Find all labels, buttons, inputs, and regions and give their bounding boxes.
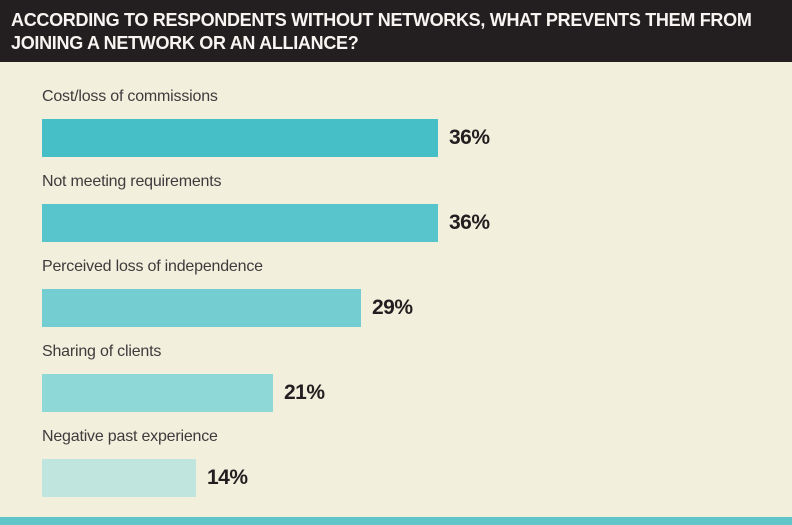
bar-row: Negative past experience 14% (42, 428, 792, 497)
bar-category-label: Perceived loss of independence (42, 258, 263, 275)
bar-line: 36% (42, 204, 792, 242)
bar-chart: Cost/loss of commissions 36% Not meeting… (0, 62, 792, 497)
bar (42, 459, 196, 497)
chart-title-line-1: ACCORDING TO RESPONDENTS WITHOUT NETWORK… (11, 10, 752, 30)
bar-value-label: 29% (372, 296, 413, 319)
bar-category-label: Cost/loss of commissions (42, 88, 218, 105)
bar (42, 374, 273, 412)
chart-title-line-2: JOINING A NETWORK OR AN ALLIANCE? (11, 33, 359, 53)
bar-row: Perceived loss of independence 29% (42, 258, 792, 327)
bar-value-label: 36% (449, 126, 490, 149)
bar-row: Cost/loss of commissions 36% (42, 88, 792, 157)
bar-category-label: Negative past experience (42, 428, 218, 445)
bar-row: Sharing of clients 21% (42, 343, 792, 412)
footer-accent-strip (0, 517, 792, 525)
bar-line: 21% (42, 374, 792, 412)
bar-row: Not meeting requirements 36% (42, 173, 792, 242)
bar-value-label: 14% (207, 466, 248, 489)
bar-category-label: Sharing of clients (42, 343, 162, 360)
bar-line: 29% (42, 289, 792, 327)
bar-line: 36% (42, 119, 792, 157)
bar (42, 289, 361, 327)
bar (42, 204, 438, 242)
bar-category-label: Not meeting requirements (42, 173, 222, 190)
title-banner: ACCORDING TO RESPONDENTS WITHOUT NETWORK… (0, 0, 792, 62)
bar-value-label: 21% (284, 381, 325, 404)
bar-value-label: 36% (449, 211, 490, 234)
bar (42, 119, 438, 157)
bar-line: 14% (42, 459, 792, 497)
